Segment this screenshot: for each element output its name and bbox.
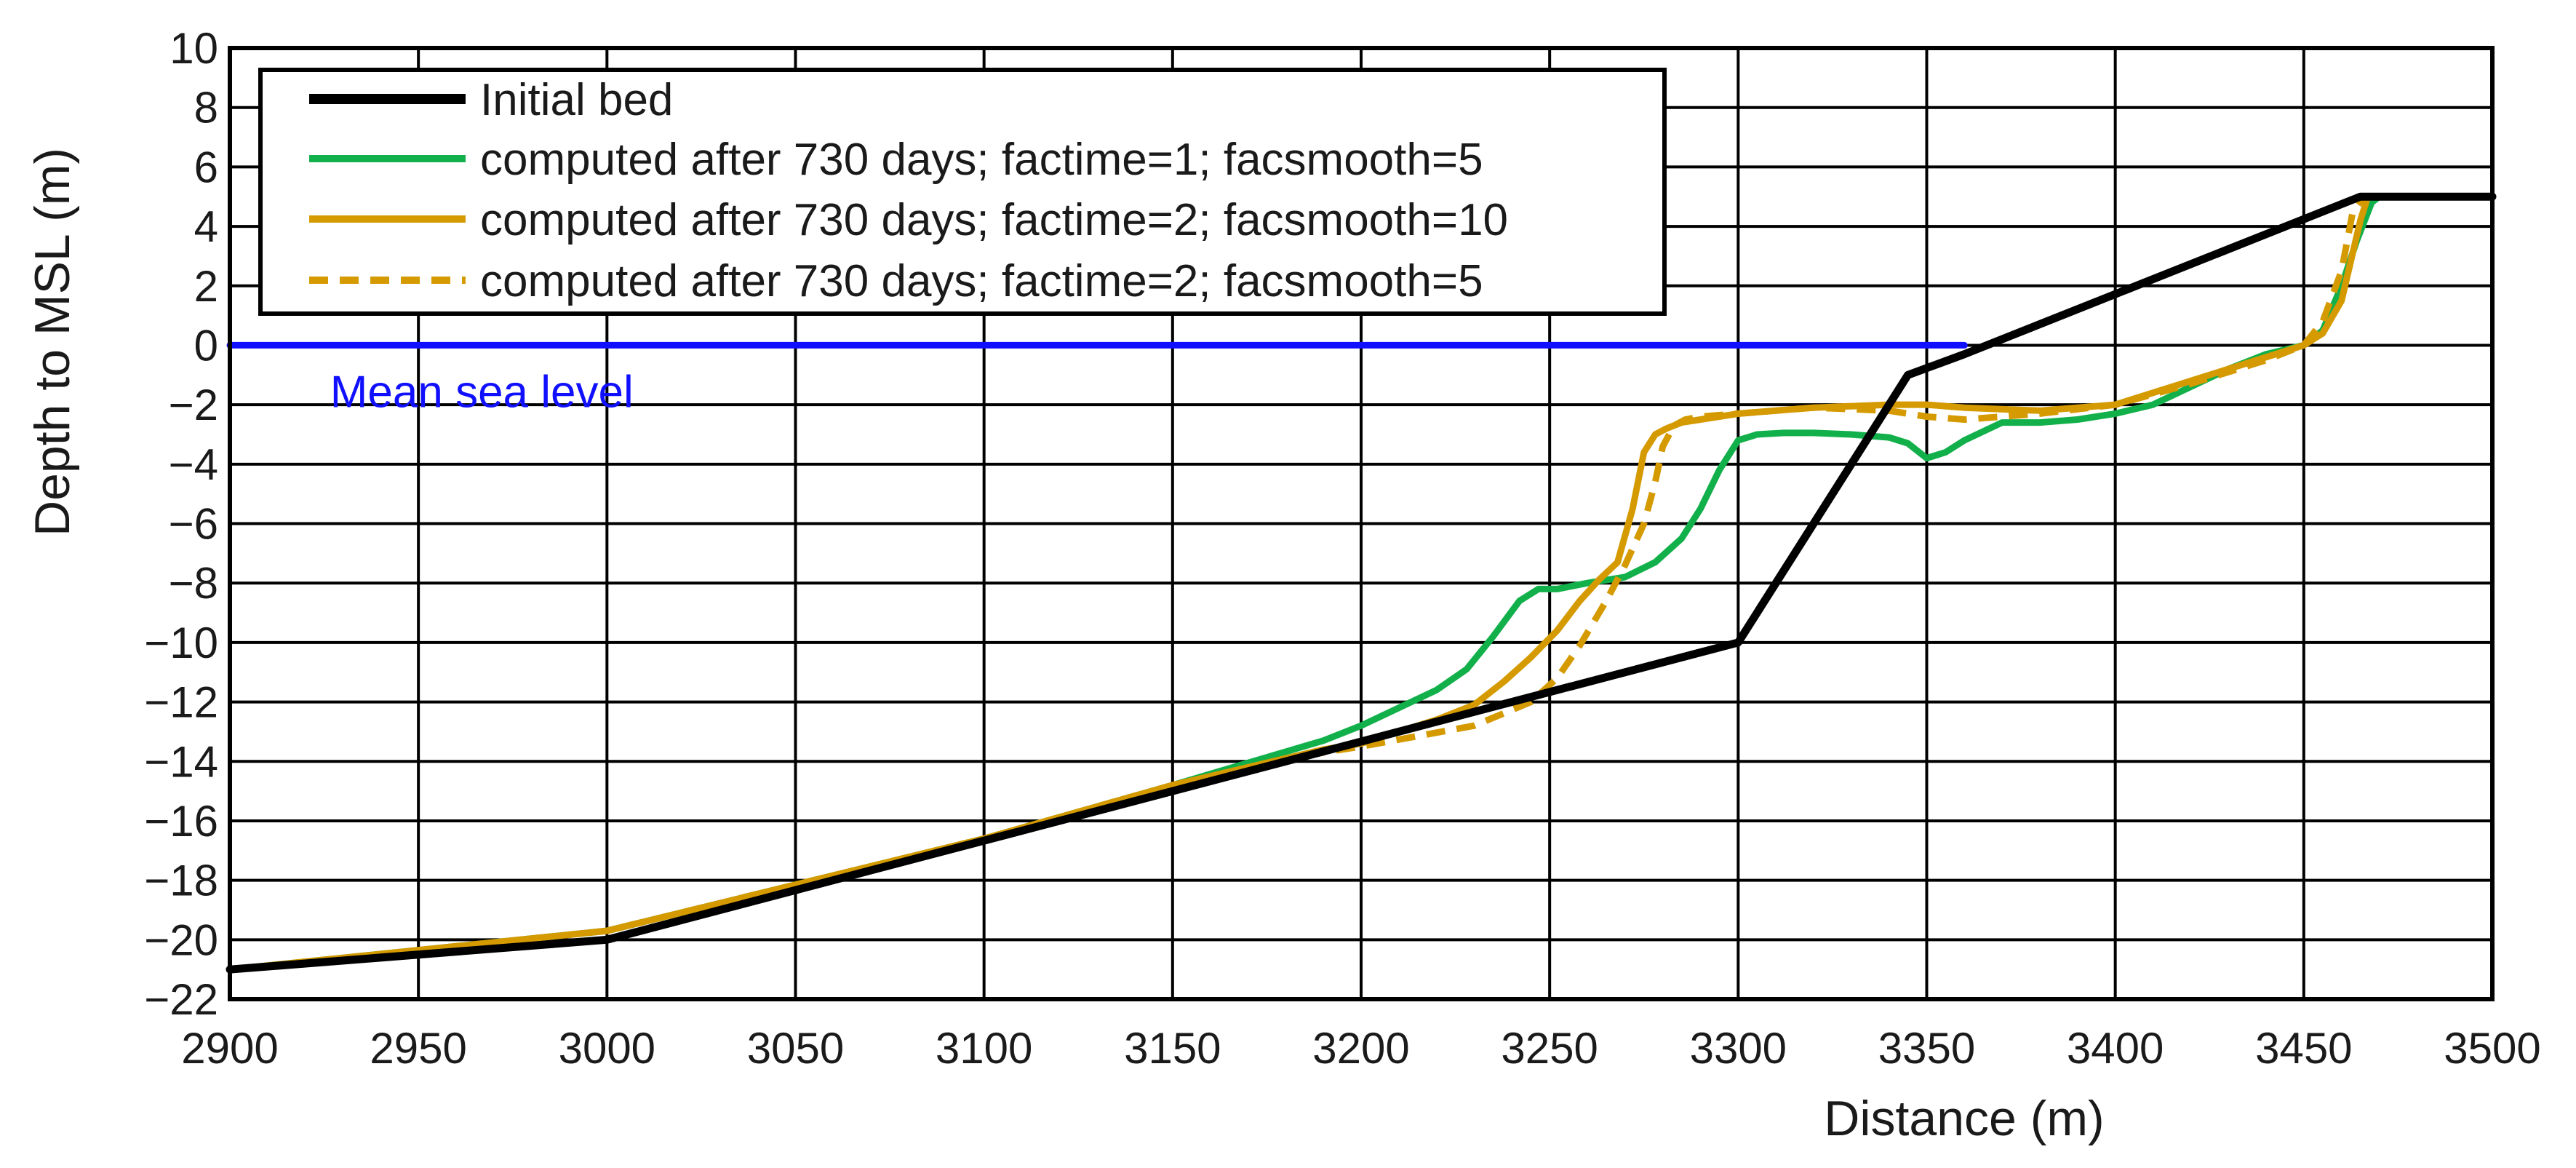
y-tick-label: −14 [144,737,218,786]
annotation-mean-sea-level: Mean sea level [330,367,634,417]
x-tick-label: 3400 [2067,1024,2164,1073]
y-tick-label: −4 [169,440,218,489]
y-tick-label: 6 [194,143,218,191]
y-tick-label: −20 [144,915,218,964]
x-tick-label: 3000 [559,1024,655,1073]
x-tick-label: 3250 [1501,1024,1598,1073]
y-tick-label: −8 [169,559,218,608]
y-tick-label: 0 [194,321,218,370]
legend: Initial bed computed after 730 days; fact… [258,68,1667,316]
y-tick-label: −18 [144,857,218,905]
x-tick-label: 2950 [370,1024,466,1073]
x-tick-label: 3100 [936,1024,1032,1073]
legend-box [258,68,1667,316]
series-line-0 [226,192,2497,974]
y-tick-label: −12 [144,678,218,727]
x-tick-label: 3300 [1690,1024,1787,1073]
x-tick-label: 3350 [1878,1024,1975,1073]
legend-label-0: Initial bed [480,75,673,125]
legend-label-3: computed after 730 days; factime=2; facs… [480,256,1483,306]
legend-label-2: computed after 730 days; factime=2; facs… [480,195,1508,245]
plot-frame [228,46,2495,1001]
x-tick-label: 3450 [2255,1024,2352,1073]
y-tick-label: −2 [169,381,218,429]
y-tick-label: 10 [170,24,218,73]
x-tick-label: 3200 [1312,1024,1409,1073]
y-tick-label: −10 [144,619,218,667]
plot-series [226,192,2497,974]
x-axis-label: Distance (m) [1824,1091,2104,1146]
x-tick-label: 3050 [747,1024,844,1073]
y-tick-label: 8 [194,84,218,132]
y-axis-label: Depth to MSL (m) [25,148,80,536]
legend-label-1: computed after 730 days; factime=1; facs… [480,135,1483,185]
y-tick-label: −22 [144,975,218,1024]
tick-labels: 2900 2950 3000 3050 3100 3150 3200 3250 3300 3350… [144,24,2541,1073]
y-tick-label: −6 [169,500,218,549]
y-tick-label: 2 [194,262,218,311]
x-tick-label: 2900 [181,1024,278,1073]
x-tick-label: 3500 [2444,1024,2540,1073]
y-tick-label: 4 [194,202,218,251]
y-tick-label: −16 [144,797,218,846]
x-tick-label: 3150 [1124,1024,1221,1073]
